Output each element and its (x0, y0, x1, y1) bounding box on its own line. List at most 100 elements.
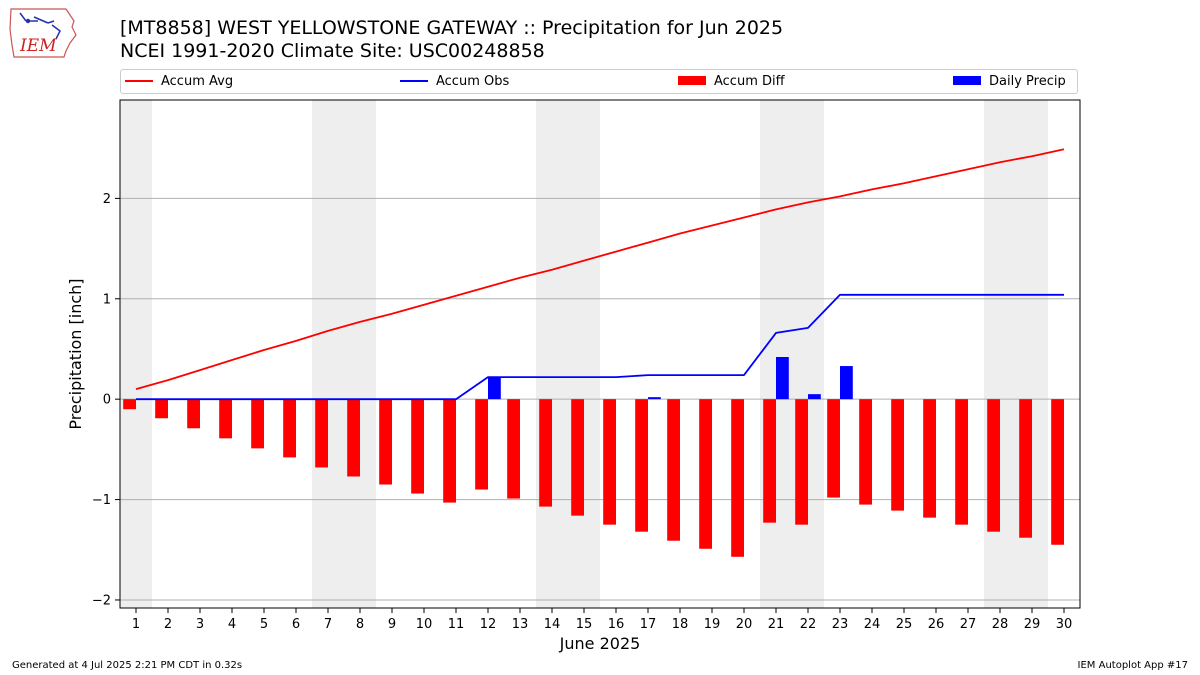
y-tick-label: −2 (92, 593, 111, 608)
chart-title: [MT8858] WEST YELLOWSTONE GATEWAY :: Pre… (120, 17, 784, 39)
x-tick-label: 29 (1024, 617, 1041, 632)
x-tick-label: 27 (960, 617, 977, 632)
weekend-band (120, 100, 152, 608)
logo-text: IEM (19, 36, 57, 56)
weekend-band (760, 100, 824, 608)
accum-diff-bar (187, 399, 200, 429)
accum-diff-bar (123, 399, 136, 410)
legend-label: Accum Obs (436, 74, 510, 89)
x-tick-label: 23 (832, 617, 849, 632)
accum-diff-bar (379, 399, 392, 485)
weekend-band (312, 100, 376, 608)
x-tick-label: 5 (260, 617, 268, 632)
x-tick-label: 18 (672, 617, 689, 632)
x-tick-label: 10 (416, 617, 433, 632)
x-tick-label: 28 (992, 617, 1009, 632)
daily-precip-bar (488, 377, 501, 400)
x-tick-label: 2 (164, 617, 172, 632)
accum-diff-bar (859, 399, 872, 505)
x-axis-label: June 2025 (559, 634, 641, 653)
daily-precip-bar (648, 397, 661, 400)
accum-diff-bar (475, 399, 488, 490)
accum-diff-bar (603, 399, 616, 525)
legend-item-accum-diff: Accum Diff (678, 74, 785, 90)
x-tick-label: 6 (292, 617, 300, 632)
accum-diff-bar (283, 399, 296, 458)
legend-label: Accum Avg (161, 74, 234, 89)
iowa-state-outline-icon (9, 8, 77, 58)
weekend-shading (120, 100, 1048, 608)
x-tick-label: 20 (736, 617, 753, 632)
axes-frame (119, 99, 1081, 609)
accum-avg-line (135, 148, 1065, 390)
accum-diff-bar (571, 399, 584, 516)
x-tick-label: 24 (864, 617, 881, 632)
series-lines (135, 148, 1065, 401)
y-axis-label: Precipitation [inch] (66, 278, 85, 429)
x-tick-label: 9 (388, 617, 396, 632)
legend: Accum Avg Accum Obs Accum Diff Daily Pre… (120, 69, 1078, 94)
accum-diff-bar (251, 399, 264, 449)
chart-subtitle: NCEI 1991-2020 Climate Site: USC00248858 (120, 40, 545, 62)
y-tick-label: 1 (103, 292, 111, 307)
accum-diff-bar (347, 399, 360, 477)
x-tick-label: 21 (768, 617, 785, 632)
accum-diff-bar (635, 399, 648, 532)
x-tick-label: 14 (544, 617, 561, 632)
x-tick-label: 7 (324, 617, 332, 632)
x-tick-label: 1 (132, 617, 140, 632)
legend-label: Accum Diff (714, 74, 785, 89)
x-tick-label: 15 (576, 617, 593, 632)
weekend-band (984, 100, 1048, 608)
accum-obs-line (136, 293, 1064, 401)
legend-swatch (678, 76, 706, 85)
accum-diff-bar (827, 399, 840, 498)
legend-label: Daily Precip (989, 74, 1066, 89)
accum-diff-bar (411, 399, 424, 494)
x-tick-label: 17 (640, 617, 657, 632)
accum-diff-bar (923, 399, 936, 518)
x-tick-label: 8 (356, 617, 364, 632)
accum-diff-bar (539, 399, 552, 507)
weather-station-icon (19, 12, 61, 40)
accum-diff-bar (1019, 399, 1032, 538)
accum-diff-bar (155, 399, 168, 419)
footer-app: IEM Autoplot App #17 (1077, 660, 1188, 671)
y-tick-label: −1 (92, 493, 111, 508)
x-tick-label: 25 (896, 617, 913, 632)
x-tick-label: 16 (608, 617, 625, 632)
daily-precip-bar (776, 357, 789, 400)
accum-diff-bar (219, 399, 232, 439)
bars (123, 357, 1064, 557)
grid-lines (120, 197, 1080, 601)
x-tick-label: 19 (704, 617, 721, 632)
daily-precip-bar (808, 394, 821, 400)
iem-logo: IEM (9, 8, 77, 58)
accum-diff-bar (731, 399, 744, 557)
accum-diff-bar (763, 399, 776, 523)
accum-diff-bar (891, 399, 904, 511)
legend-item-daily-precip: Daily Precip (953, 74, 1066, 90)
daily-precip-bar (840, 366, 853, 400)
x-tick-label: 4 (228, 617, 236, 632)
x-tick-label: 12 (480, 617, 497, 632)
x-tick-label: 11 (448, 617, 465, 632)
accum-diff-bar (315, 399, 328, 468)
x-tick-label: 30 (1056, 617, 1073, 632)
accum-diff-bar (507, 399, 520, 499)
y-tick-label: 2 (103, 192, 111, 207)
x-tick-label: 3 (196, 617, 204, 632)
legend-item-accum-obs: Accum Obs (400, 74, 509, 90)
accum-diff-bar (699, 399, 712, 549)
accum-diff-bar (955, 399, 968, 525)
legend-swatch (400, 79, 428, 82)
accum-diff-bar (987, 399, 1000, 532)
accum-diff-bar (795, 399, 808, 525)
legend-item-accum-avg: Accum Avg (125, 74, 233, 90)
weekend-band (536, 100, 600, 608)
x-tick-label: 22 (800, 617, 817, 632)
accum-diff-bar (1051, 399, 1064, 545)
accum-diff-bar (667, 399, 680, 541)
